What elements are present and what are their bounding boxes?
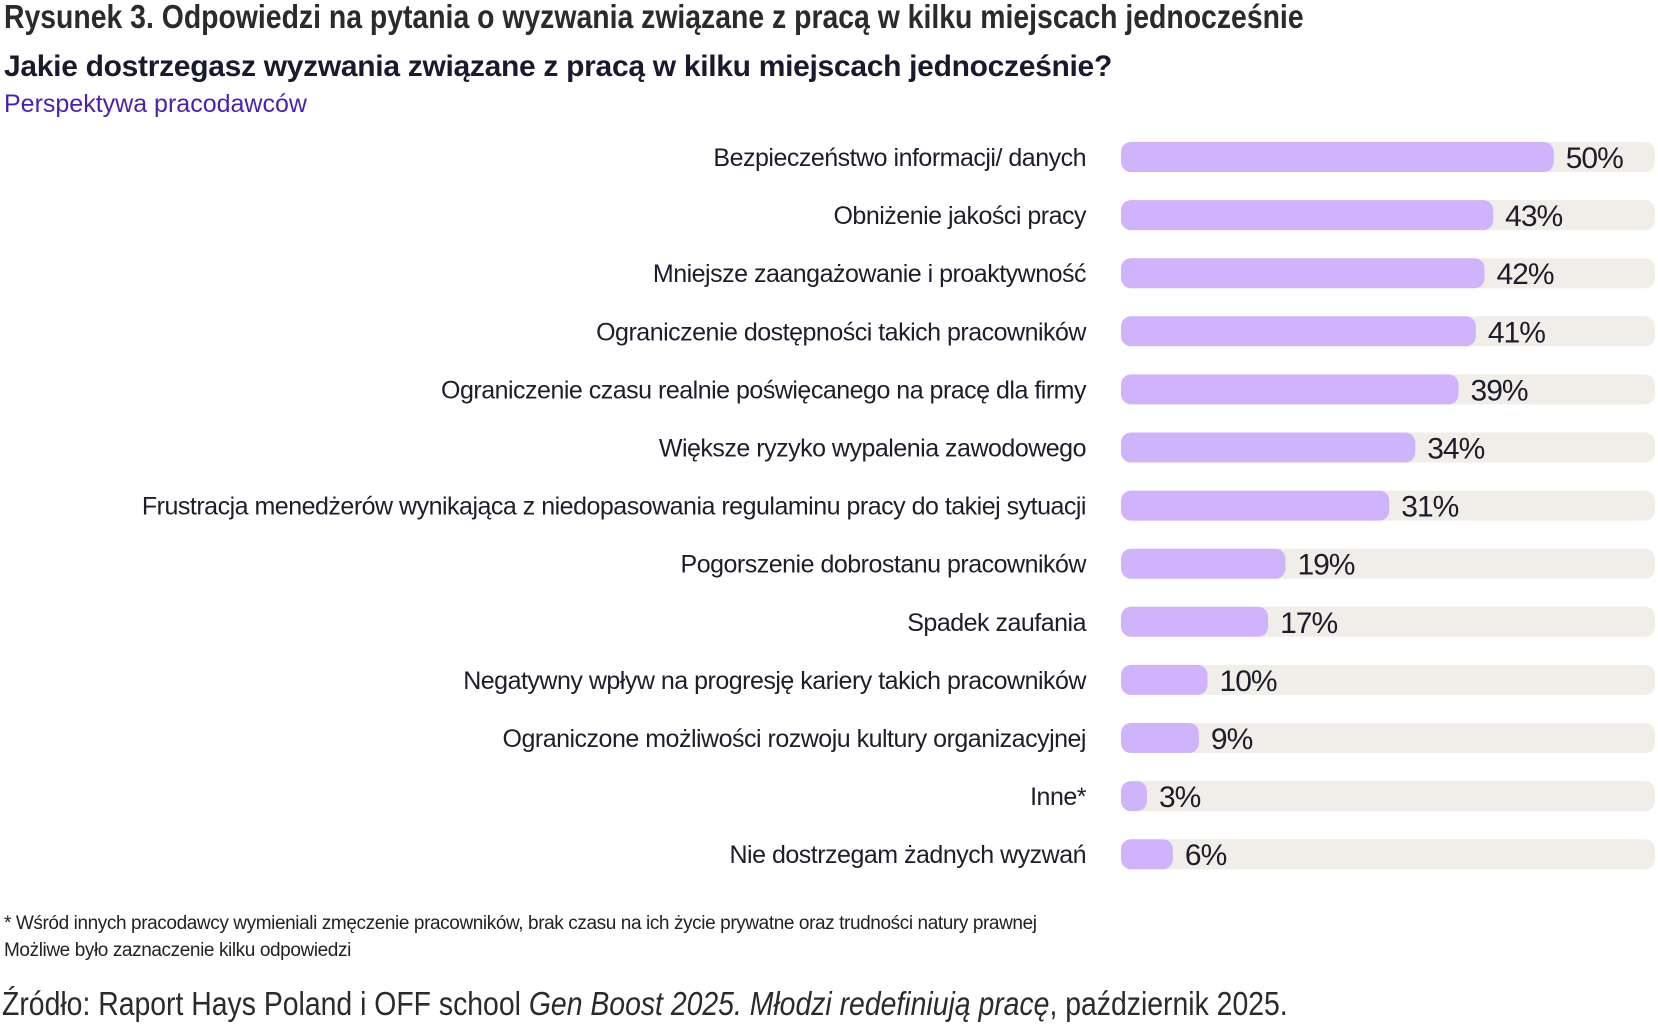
category-label: Pogorszenie dobrostanu pracowników [681,551,1088,579]
bar [1121,664,1208,695]
value-label: 10% [1220,665,1277,698]
category-label: Negatywny wpływ na progresję kariery tak… [463,667,1087,695]
category-label: Ograniczenie czasu realnie poświęcanego … [441,376,1087,404]
bar-chart: Bezpieczeństwo informacji/ danych 50% Obni… [142,142,1655,872]
chart-title: Jakie dostrzegasz wyzwania związane z pr… [4,50,1112,83]
category-label: Nie dostrzegam żadnych wyzwań [730,841,1087,869]
value-label: 19% [1297,549,1354,582]
figure-title: Rysunek 3. Odpowiedzi na pytania o wyzwa… [4,0,1304,35]
bar-track [1121,664,1655,695]
bar [1121,258,1485,289]
bar [1121,374,1459,405]
bar [1121,839,1173,870]
value-label: 50% [1566,142,1623,175]
bar [1121,548,1286,579]
source-suffix: , październik 2025. [1049,985,1288,1022]
value-label: 39% [1471,374,1528,407]
category-label: Ograniczone możliwości rozwoju kultury o… [503,725,1086,753]
value-label: 43% [1505,200,1562,233]
value-label: 17% [1280,607,1337,640]
bar [1121,723,1199,753]
footnote-multiple: Możliwe było zaznaczenie kilku odpowiedz… [4,940,351,961]
bar [1121,432,1416,463]
value-label: 3% [1159,781,1201,814]
category-label: Bezpieczeństwo informacji/ danych [713,144,1086,172]
bar-track [1121,781,1655,812]
value-label: 42% [1497,258,1554,291]
category-label: Obniżenie jakości pracy [833,202,1087,230]
bar [1121,606,1269,637]
category-label: Ograniczenie dostępności takich pracowni… [596,318,1087,346]
bar [1121,490,1390,521]
bar [1121,316,1476,347]
chart-subtitle: Perspektywa pracodawców [4,90,307,118]
source-prefix: Źródło: Raport Hays Poland i OFF school [2,985,529,1022]
bar [1121,200,1494,231]
bar [1121,781,1147,812]
value-label: 31% [1401,491,1458,524]
bar-track [1121,839,1655,870]
footnote-other: * Wśród innych pracodawcy wymieniali zmę… [4,913,1037,934]
category-label: Inne* [1030,783,1087,811]
bar [1121,142,1554,172]
category-label: Mniejsze zaangażowanie i proaktywność [653,260,1086,288]
value-label: 9% [1211,723,1253,756]
value-label: 6% [1185,839,1227,872]
category-label: Frustracja menedżerów wynikająca z niedo… [142,493,1086,521]
category-label: Spadek zaufania [907,609,1086,637]
bar-track [1121,723,1655,753]
source-title: Gen Boost 2025. Młodzi redefiniują pracę [528,985,1050,1022]
value-label: 34% [1427,433,1484,466]
category-label: Większe ryzyko wypalenia zawodowego [659,435,1086,463]
value-label: 41% [1488,316,1545,349]
source-note: Źródło: Raport Hays Poland i OFF school … [2,985,1288,1023]
